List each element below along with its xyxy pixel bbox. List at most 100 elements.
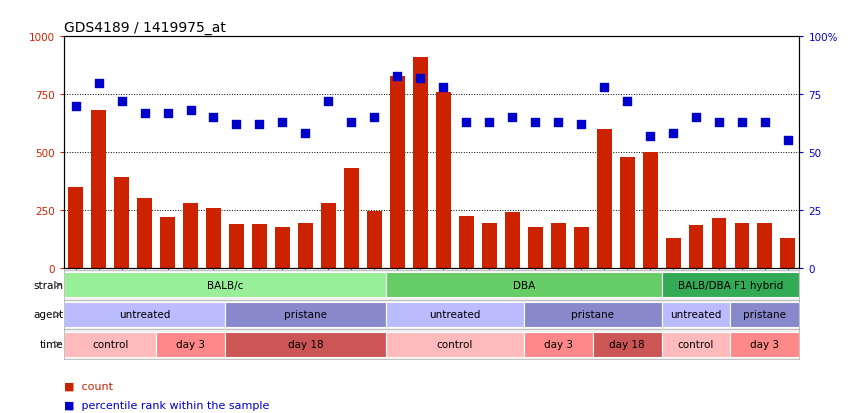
Bar <box>481 223 497 268</box>
Bar <box>64 302 225 327</box>
Text: GDS4189 / 1419975_at: GDS4189 / 1419975_at <box>64 21 226 35</box>
Text: untreated: untreated <box>670 310 722 320</box>
Point <box>252 121 266 128</box>
Bar <box>390 76 404 268</box>
Bar <box>137 199 152 268</box>
Point <box>758 119 772 126</box>
Text: strain: strain <box>33 280 63 290</box>
Text: BALB/DBA F1 hybrid: BALB/DBA F1 hybrid <box>678 280 783 290</box>
Bar <box>688 225 704 268</box>
Text: day 3: day 3 <box>544 339 573 349</box>
Bar <box>298 223 313 268</box>
Bar <box>730 302 799 327</box>
Bar <box>367 211 382 268</box>
Bar <box>68 187 83 268</box>
Bar <box>114 178 129 268</box>
Text: agent: agent <box>33 310 63 320</box>
Point <box>781 138 795 145</box>
Bar <box>386 332 523 357</box>
Bar <box>597 130 611 268</box>
Point <box>91 80 105 87</box>
Bar <box>734 223 750 268</box>
Text: BALB/c: BALB/c <box>207 280 243 290</box>
Text: untreated: untreated <box>429 310 481 320</box>
Point <box>459 119 473 126</box>
Point <box>230 121 244 128</box>
Bar <box>459 216 474 268</box>
Bar <box>64 273 386 297</box>
Text: day 18: day 18 <box>287 339 323 349</box>
Point <box>414 76 428 82</box>
Point <box>735 119 749 126</box>
Point <box>643 133 657 140</box>
Point <box>551 119 565 126</box>
Point <box>298 131 312 138</box>
Text: day 18: day 18 <box>610 339 645 349</box>
Bar <box>206 208 221 268</box>
Bar <box>662 273 799 297</box>
Text: day 3: day 3 <box>176 339 205 349</box>
Bar <box>523 302 662 327</box>
Bar <box>229 224 244 268</box>
Bar <box>436 93 451 268</box>
Bar <box>504 213 520 268</box>
Point <box>115 99 128 105</box>
Text: ■  percentile rank within the sample: ■ percentile rank within the sample <box>64 400 269 410</box>
Point <box>207 115 221 121</box>
Text: control: control <box>437 339 473 349</box>
Bar <box>593 332 662 357</box>
Text: time: time <box>40 339 63 349</box>
Text: control: control <box>678 339 714 349</box>
Bar <box>156 332 225 357</box>
Bar <box>344 169 359 268</box>
Bar <box>225 332 386 357</box>
Point <box>575 121 588 128</box>
Bar <box>662 302 730 327</box>
Bar <box>252 224 267 268</box>
Bar <box>275 228 290 268</box>
Point <box>436 85 450 91</box>
Point <box>528 119 542 126</box>
Point <box>505 115 519 121</box>
Point <box>321 99 335 105</box>
Bar <box>386 302 523 327</box>
Bar <box>758 223 772 268</box>
Text: day 3: day 3 <box>751 339 780 349</box>
Bar <box>160 217 175 268</box>
Bar <box>413 58 428 268</box>
Bar <box>781 238 795 268</box>
Point <box>620 99 634 105</box>
Point <box>712 119 726 126</box>
Point <box>275 119 289 126</box>
Bar <box>64 332 156 357</box>
Bar <box>528 228 543 268</box>
Point <box>598 85 611 91</box>
Text: DBA: DBA <box>512 280 535 290</box>
Point <box>368 115 381 121</box>
Point <box>689 115 703 121</box>
Text: pristane: pristane <box>744 310 787 320</box>
Bar <box>386 273 662 297</box>
Bar <box>91 111 106 268</box>
Bar <box>620 157 634 268</box>
Text: untreated: untreated <box>119 310 170 320</box>
Bar <box>225 302 386 327</box>
Bar <box>523 332 593 357</box>
Bar <box>183 203 198 268</box>
Point <box>482 119 496 126</box>
Text: control: control <box>91 339 128 349</box>
Bar <box>551 223 566 268</box>
Text: pristane: pristane <box>571 310 614 320</box>
Point <box>184 108 198 114</box>
Bar <box>662 332 730 357</box>
Text: pristane: pristane <box>284 310 327 320</box>
Bar <box>643 153 657 268</box>
Point <box>391 73 404 80</box>
Bar <box>665 238 681 268</box>
Bar <box>574 228 588 268</box>
Bar <box>730 332 799 357</box>
Bar <box>321 203 336 268</box>
Bar <box>711 218 727 268</box>
Point <box>138 110 151 116</box>
Point <box>68 103 82 110</box>
